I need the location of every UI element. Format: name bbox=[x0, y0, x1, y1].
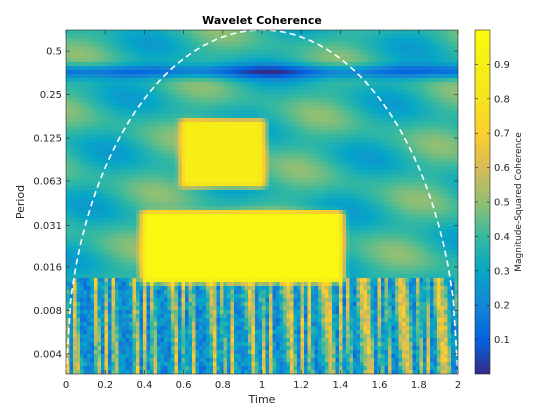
x-tick-label: 1.6 bbox=[372, 380, 388, 391]
colorbar-tick-label: 0.6 bbox=[494, 163, 510, 174]
y-tick-label: 0.25 bbox=[40, 90, 62, 101]
colorbar: 0.1 0.2 0.3 0.4 0.5 0.6 0.7 0.8 0.9 Magnitude-Sq… bbox=[474, 29, 524, 375]
colorbar-ticks: 0.1 0.2 0.3 0.4 0.5 0.6 0.7 0.8 0.9 bbox=[475, 60, 510, 346]
x-tick-label: 1.4 bbox=[332, 380, 348, 391]
y-tick-label: 0.004 bbox=[33, 349, 62, 360]
y-tick-label: 0.031 bbox=[33, 221, 62, 232]
x-tick-label: 0.4 bbox=[136, 380, 152, 391]
y-tick-label: 0.063 bbox=[33, 176, 62, 187]
y-axis: 0.004 0.008 0.016 0.031 0.063 0.125 0.25 0.5 bbox=[33, 47, 458, 360]
x-axis: 0 0.2 0.4 0.6 0.8 1 1.2 1.4 1.6 1.8 2 bbox=[63, 30, 461, 391]
colorbar-tick-label: 0.8 bbox=[494, 94, 510, 105]
x-tick-label: 0.6 bbox=[176, 380, 192, 391]
x-tick-label: 1 bbox=[259, 380, 265, 391]
y-tick-label: 0.016 bbox=[33, 262, 62, 273]
colorbar-tick-label: 0.9 bbox=[494, 60, 510, 71]
y-tick-label: 0.008 bbox=[33, 306, 62, 317]
colorbar-tick-label: 0.3 bbox=[494, 266, 510, 277]
y-axis-label: Period bbox=[14, 185, 27, 219]
x-tick-label: 0.2 bbox=[97, 380, 113, 391]
plot-area bbox=[65, 29, 459, 375]
colorbar-tick-label: 0.2 bbox=[494, 301, 510, 312]
chart-title: Wavelet Coherence bbox=[202, 14, 322, 27]
x-tick-label: 1.2 bbox=[293, 380, 309, 391]
y-tick-label: 0.125 bbox=[33, 134, 62, 145]
x-tick-label: 0 bbox=[63, 380, 69, 391]
colorbar-tick-label: 0.7 bbox=[494, 129, 510, 140]
colorbar-tick-label: 0.1 bbox=[494, 335, 510, 346]
colorbar-tick-label: 0.4 bbox=[494, 232, 510, 243]
x-tick-label: 2 bbox=[455, 380, 461, 391]
x-tick-label: 1.8 bbox=[411, 380, 427, 391]
colorbar-label: Magnitude-Squared Coherence bbox=[514, 132, 524, 272]
colorbar-tick-label: 0.5 bbox=[494, 198, 510, 209]
x-axis-label: Time bbox=[248, 393, 276, 406]
coherence-heatmap bbox=[66, 30, 458, 374]
y-tick-label: 0.5 bbox=[46, 47, 62, 58]
x-tick-label: 0.8 bbox=[215, 380, 231, 391]
